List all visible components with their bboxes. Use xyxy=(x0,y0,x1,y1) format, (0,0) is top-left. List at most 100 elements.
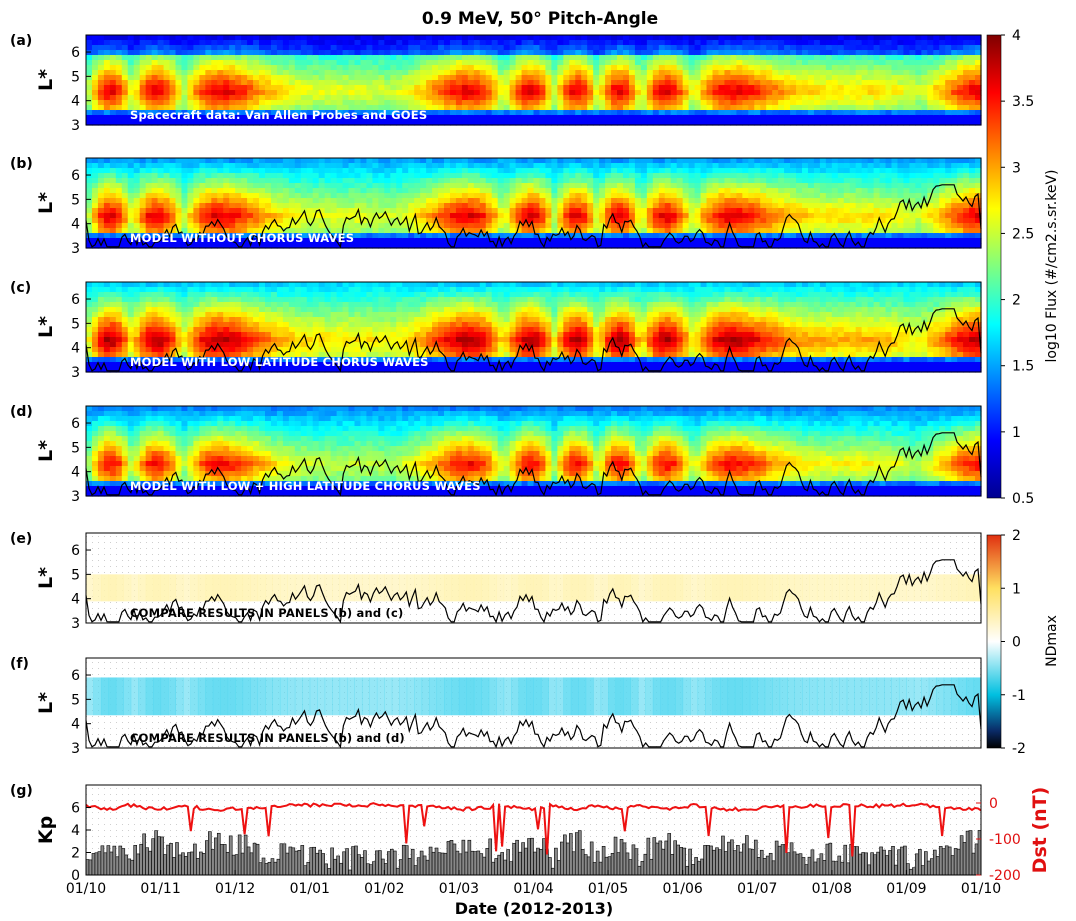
heatmap-cell xyxy=(461,70,469,76)
heatmap-cell xyxy=(247,100,254,106)
heatmap-cell xyxy=(945,40,952,46)
heatmap-cell xyxy=(229,178,236,184)
y-tick-label: 4 xyxy=(71,94,80,110)
heatmap-cell xyxy=(276,188,284,194)
heatmap-cell xyxy=(217,90,224,96)
heatmap-cell xyxy=(312,203,320,209)
heatmap-cell xyxy=(455,213,463,219)
heatmap-cell xyxy=(467,213,475,219)
heatmap-cell xyxy=(288,35,296,41)
heatmap-cell xyxy=(241,188,248,194)
heatmap-cell xyxy=(408,243,415,249)
heatmap-cell xyxy=(599,65,606,71)
heatmap-cell xyxy=(491,35,499,41)
heatmap-cell xyxy=(235,70,242,76)
heatmap-cell xyxy=(97,183,105,189)
heatmap-cell xyxy=(253,40,260,46)
heatmap-cell xyxy=(628,80,636,86)
heatmap-cell xyxy=(784,65,791,71)
heatmap-cell xyxy=(229,110,236,116)
heatmap-cell xyxy=(760,70,767,76)
heatmap-cell xyxy=(91,100,99,106)
heatmap-cell xyxy=(807,90,815,96)
heatmap-cell xyxy=(587,120,594,126)
heatmap-cell xyxy=(235,100,242,106)
heatmap-cell xyxy=(324,208,332,214)
heatmap-cell xyxy=(402,173,409,179)
heatmap-cell xyxy=(193,198,200,204)
heatmap-cell xyxy=(145,163,153,169)
heatmap-cell xyxy=(682,40,690,46)
heatmap-cell xyxy=(497,80,505,86)
heatmap-cell xyxy=(342,238,350,244)
heatmap-cell xyxy=(396,105,403,111)
heatmap-cell xyxy=(187,158,194,164)
heatmap-cell xyxy=(527,203,535,209)
heatmap-cell xyxy=(330,178,338,184)
heatmap-cell xyxy=(736,110,743,116)
heatmap-cell xyxy=(473,80,481,86)
heatmap-cell xyxy=(897,80,905,86)
heatmap-cell xyxy=(330,233,338,239)
heatmap-cell xyxy=(497,193,505,199)
heatmap-cell xyxy=(545,168,552,174)
heatmap-cell xyxy=(199,45,206,51)
heatmap-cell xyxy=(790,163,797,169)
heatmap-cell xyxy=(444,40,451,46)
heatmap-cell xyxy=(181,193,189,199)
heatmap-cell xyxy=(253,233,260,239)
heatmap-cell xyxy=(115,80,123,86)
heatmap-cell xyxy=(802,105,809,111)
heatmap-cell xyxy=(790,218,797,224)
heatmap-cell xyxy=(247,110,254,116)
heatmap-cell xyxy=(628,178,636,184)
heatmap-cell xyxy=(193,75,200,81)
heatmap-cell xyxy=(533,233,541,239)
heatmap-cell xyxy=(282,183,290,189)
heatmap-cell xyxy=(318,183,326,189)
heatmap-cell xyxy=(652,95,660,101)
heatmap-cell xyxy=(784,218,791,224)
heatmap-cell xyxy=(575,85,582,91)
heatmap-cell xyxy=(503,70,511,76)
heatmap-cell xyxy=(241,75,248,81)
heatmap-cell xyxy=(139,183,147,189)
heatmap-cell xyxy=(634,90,642,96)
heatmap-cell xyxy=(766,163,773,169)
heatmap-cell xyxy=(449,223,457,229)
heatmap-cell xyxy=(259,223,266,229)
heatmap-cell xyxy=(175,40,183,46)
heatmap-cell xyxy=(175,213,183,219)
heatmap-cell xyxy=(372,35,379,41)
heatmap-cell xyxy=(664,178,672,184)
heatmap-cell xyxy=(390,193,397,199)
heatmap-cell xyxy=(766,218,773,224)
heatmap-cell xyxy=(527,95,535,101)
heatmap-cell xyxy=(414,183,421,189)
heatmap-cell xyxy=(372,85,379,91)
heatmap-cell xyxy=(211,233,218,239)
heatmap-cell xyxy=(396,178,403,184)
heatmap-cell xyxy=(754,243,761,249)
heatmap-cell xyxy=(354,95,362,101)
heatmap-cell xyxy=(151,173,159,179)
heatmap-cell xyxy=(432,50,439,56)
heatmap-cell xyxy=(521,168,529,174)
heatmap-cell xyxy=(730,120,737,126)
heatmap-cell xyxy=(109,183,117,189)
heatmap-cell xyxy=(276,40,284,46)
heatmap-cell xyxy=(969,110,976,116)
heatmap-cell xyxy=(813,208,821,214)
heatmap-cell xyxy=(390,90,397,96)
heatmap-cell xyxy=(825,163,833,169)
heatmap-cell xyxy=(849,80,857,86)
heatmap-cell xyxy=(211,45,218,51)
heatmap-cell xyxy=(712,80,720,86)
heatmap-cell xyxy=(819,115,827,121)
heatmap-cell xyxy=(748,228,755,234)
heatmap-cell xyxy=(497,90,505,96)
heatmap-cell xyxy=(300,70,308,76)
heatmap-cell xyxy=(318,40,326,46)
heatmap-cell xyxy=(796,60,803,66)
heatmap-cell xyxy=(479,193,487,199)
